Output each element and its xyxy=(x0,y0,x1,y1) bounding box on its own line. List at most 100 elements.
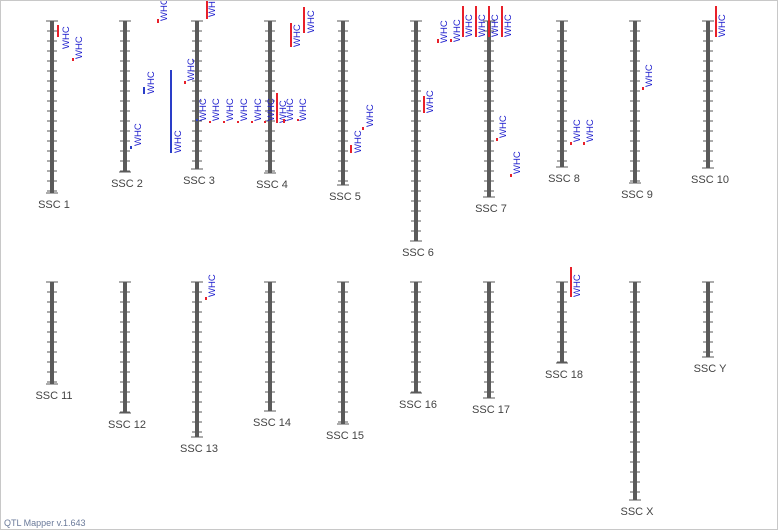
chromosome-bar[interactable] xyxy=(123,282,127,413)
qtl-label[interactable]: WHC xyxy=(207,1,218,17)
qtl-marker[interactable]: WHC xyxy=(350,130,364,153)
qtl-marker[interactable]: WHC xyxy=(283,98,296,123)
qtl-label[interactable]: WHC xyxy=(207,274,218,297)
chromosome-bar[interactable] xyxy=(633,282,637,500)
chromosome-bar[interactable] xyxy=(195,282,199,437)
chromosome-label: SSC 4 xyxy=(256,179,288,191)
chromosome-bar[interactable] xyxy=(706,282,710,357)
chromosome-bar[interactable] xyxy=(268,21,272,173)
qtl-label[interactable]: WHC xyxy=(644,64,655,87)
chromosome-bar[interactable] xyxy=(414,21,418,241)
chromosome-bar[interactable] xyxy=(414,282,418,393)
chromosome-bar[interactable] xyxy=(633,21,637,183)
qtl-label[interactable]: WHC xyxy=(285,98,296,121)
qtl-label[interactable]: WHC xyxy=(198,98,209,121)
qtl-label[interactable]: WHC xyxy=(464,14,475,37)
qtl-label[interactable]: WHC xyxy=(74,36,85,59)
qtl-marker[interactable]: WHC xyxy=(196,98,209,121)
chromosome-bar[interactable] xyxy=(341,282,345,424)
qtl-label[interactable]: WHC xyxy=(498,115,509,138)
qtl-marker[interactable]: WHC xyxy=(276,93,289,123)
qtl-marker[interactable]: WHC xyxy=(362,104,376,130)
qtl-label[interactable]: WHC xyxy=(239,98,250,121)
qtl-marker[interactable]: WHC xyxy=(475,6,488,37)
chromosome-9: SSC 9 xyxy=(621,20,653,201)
qtl-label[interactable]: WHC xyxy=(452,19,463,42)
qtl-marker[interactable]: WHC xyxy=(450,19,463,42)
chromosome-bar[interactable] xyxy=(268,282,272,411)
qtl-marker[interactable]: WHC xyxy=(170,70,184,153)
qtl-marker[interactable]: WHC xyxy=(570,267,583,297)
qtl-label[interactable]: WHC xyxy=(298,98,309,121)
qtl-label[interactable]: WHC xyxy=(503,14,514,37)
qtl-label[interactable]: WHC xyxy=(585,119,596,142)
qtl-marker[interactable]: WHC xyxy=(130,123,144,149)
qtl-marker[interactable]: WHC xyxy=(72,36,85,61)
chromosome-bar[interactable] xyxy=(487,21,491,197)
chromosome-1: SSC 1 xyxy=(38,20,70,211)
qtl-label[interactable]: WHC xyxy=(173,130,184,153)
qtl-marker[interactable]: WHC xyxy=(206,1,218,19)
chromosome-label: SSC 14 xyxy=(253,417,291,429)
qtl-marker[interactable]: WHC xyxy=(437,20,450,43)
qtl-marker[interactable]: WHC xyxy=(501,6,514,37)
qtl-label[interactable]: WHC xyxy=(365,104,376,127)
qtl-marker[interactable]: WHC xyxy=(57,25,72,49)
qtl-label[interactable]: WHC xyxy=(292,24,303,47)
qtl-label[interactable]: WHC xyxy=(146,71,157,94)
qtl-marker[interactable]: WHC xyxy=(251,98,264,123)
qtl-label[interactable]: WHC xyxy=(133,123,144,146)
chromosome-label: SSC 13 xyxy=(180,443,218,455)
qtl-label[interactable]: WHC xyxy=(211,98,222,121)
qtl-label[interactable]: WHC xyxy=(439,20,450,43)
chromosome-bar[interactable] xyxy=(195,21,199,169)
qtl-marker[interactable]: WHC xyxy=(570,119,583,145)
qtl-marker[interactable]: WHC xyxy=(496,115,509,141)
chromosome-bar[interactable] xyxy=(50,21,54,193)
qtl-label[interactable]: WHC xyxy=(353,130,364,153)
qtl-marker[interactable]: WHC xyxy=(583,119,596,145)
qtl-label[interactable]: WHC xyxy=(717,14,728,37)
chromosome-16: SSC 16 xyxy=(399,281,437,411)
qtl-label[interactable]: WHC xyxy=(425,90,436,113)
qtl-marker[interactable]: WHC xyxy=(642,64,655,90)
qtl-label[interactable]: WHC xyxy=(512,151,523,174)
qtl-label[interactable]: WHC xyxy=(572,274,583,297)
chromosome-bar[interactable] xyxy=(706,21,710,168)
qtl-label[interactable]: WHC xyxy=(477,14,488,37)
chromosome-11: SSC 11 xyxy=(35,281,73,402)
qtl-marker[interactable]: WHC xyxy=(157,1,170,23)
qtl-label[interactable]: WHC xyxy=(253,98,264,121)
qtl-marker[interactable]: WHC xyxy=(205,274,218,300)
qtl-marker[interactable]: WHC xyxy=(264,98,277,123)
qtl-label[interactable]: WHC xyxy=(278,100,289,123)
chromosome-bar[interactable] xyxy=(560,21,564,167)
chromosome-bar[interactable] xyxy=(50,282,54,384)
qtl-marker[interactable]: WHC xyxy=(209,98,222,123)
qtl-marker[interactable]: WHC xyxy=(223,98,236,123)
qtl-marker[interactable]: WHC xyxy=(423,90,436,113)
qtl-marker[interactable]: WHC xyxy=(290,23,303,47)
qtl-marker[interactable]: WHC xyxy=(237,98,250,123)
qtl-marker[interactable]: WHC xyxy=(297,98,309,121)
qtl-marker[interactable]: WHC xyxy=(462,6,475,37)
qtl-label[interactable]: WHC xyxy=(266,98,277,121)
qtl-label[interactable]: WHC xyxy=(61,26,72,49)
chromosome-bar[interactable] xyxy=(560,282,564,363)
qtl-marker[interactable]: WHC xyxy=(715,6,728,37)
qtl-marker[interactable]: WHC xyxy=(143,71,157,94)
chromosome-bar[interactable] xyxy=(341,21,345,185)
qtl-marker[interactable]: WHC xyxy=(488,6,501,37)
qtl-label[interactable]: WHC xyxy=(225,98,236,121)
chromosome-bar[interactable] xyxy=(123,21,127,172)
qtl-marker[interactable]: WHC xyxy=(184,58,197,84)
qtl-label[interactable]: WHC xyxy=(186,58,197,81)
qtl-label[interactable]: WHC xyxy=(306,10,317,33)
qtl-label[interactable]: WHC xyxy=(159,1,170,21)
qtl-label[interactable]: WHC xyxy=(490,14,501,37)
qtl-marker[interactable]: WHC xyxy=(510,151,523,177)
qtl-label[interactable]: WHC xyxy=(572,119,583,142)
qtl-marker[interactable]: WHC xyxy=(303,7,317,33)
chromosome-10: SSC 10 xyxy=(691,20,729,186)
chromosome-bar[interactable] xyxy=(487,282,491,398)
